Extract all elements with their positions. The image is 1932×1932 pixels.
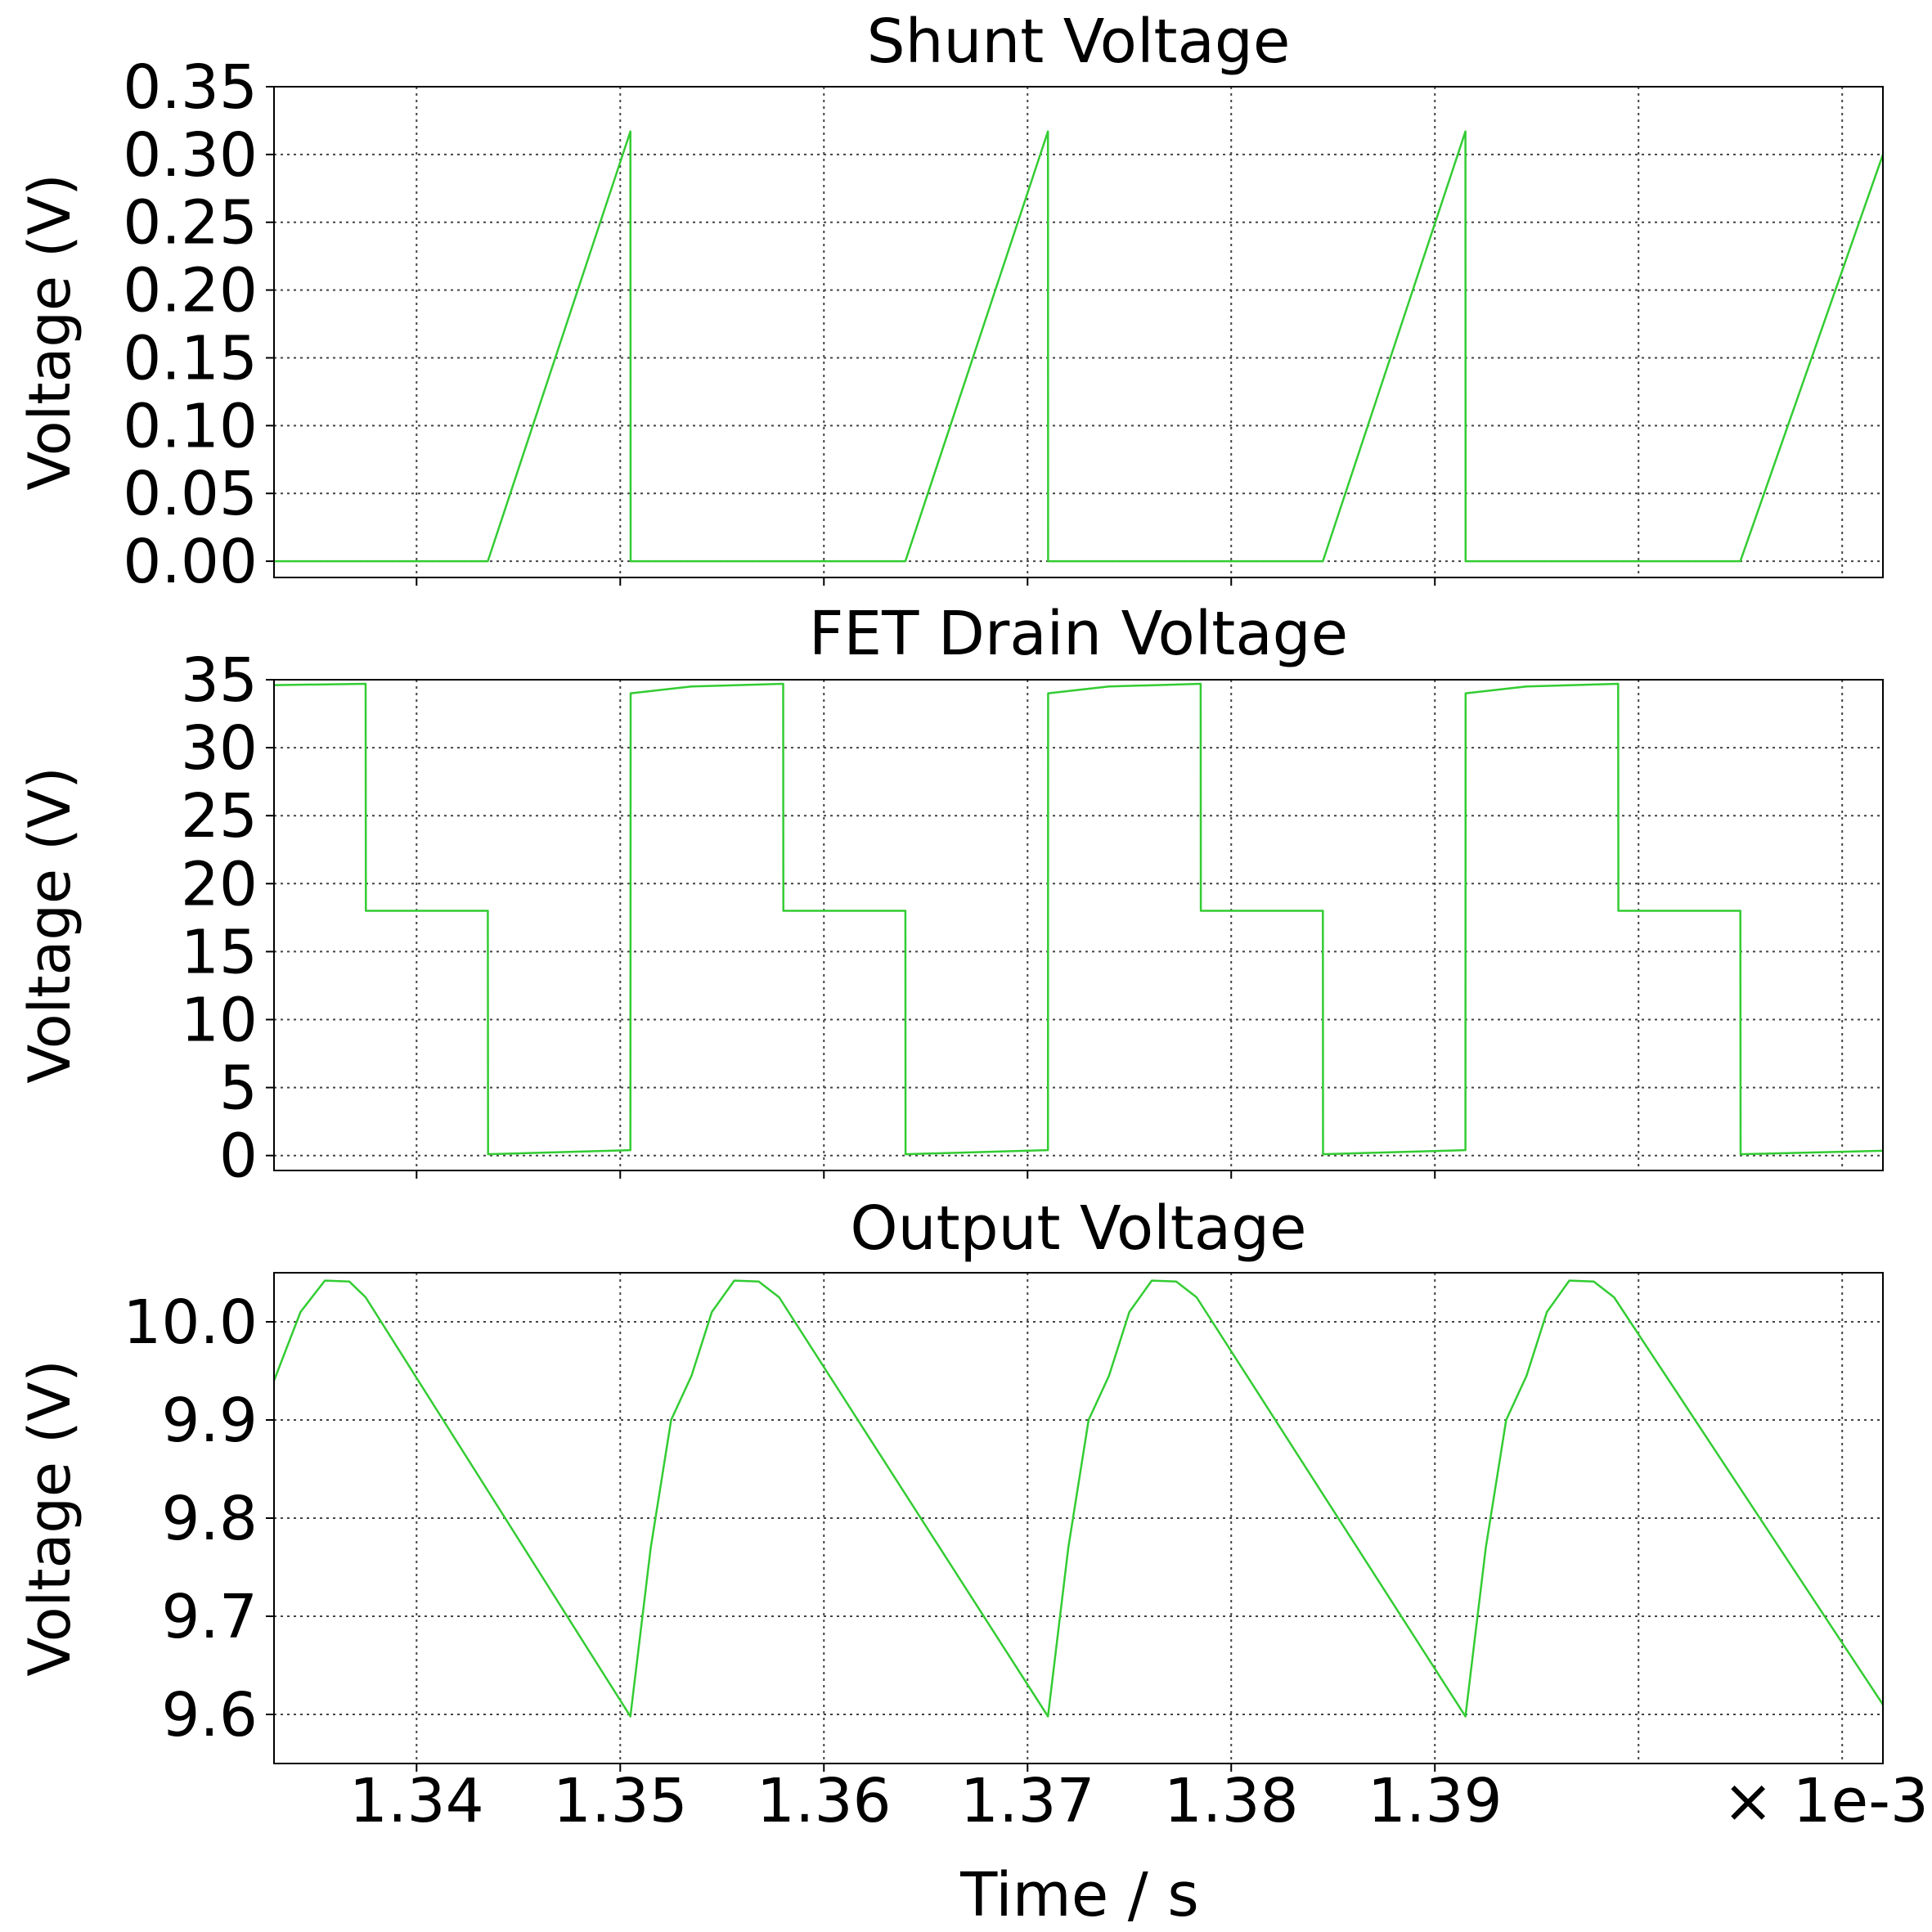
y-axis-label: Voltage (V): [16, 173, 83, 490]
y-tick-label: 9.8: [161, 1484, 258, 1554]
plot-frame: [273, 1272, 1884, 1764]
plot-frame: [273, 86, 1884, 578]
y-tick-label: 5: [219, 1054, 258, 1124]
chart-title: FET Drain Voltage: [809, 599, 1348, 669]
x-tick-label: 1.36: [757, 1766, 892, 1836]
y-tick-label: 0.20: [123, 256, 258, 326]
x-tick-label: 1.38: [1164, 1766, 1299, 1836]
y-tick-label: 0.35: [123, 52, 258, 123]
x-tick-label: 1.39: [1368, 1766, 1503, 1836]
x-tick-label: 1.34: [349, 1766, 484, 1836]
y-tick-label: 0.25: [123, 188, 258, 258]
y-tick-label: 0.00: [123, 527, 258, 597]
panels: Shunt Voltage0.000.050.100.150.200.250.3…: [16, 7, 1885, 1772]
y-tick-label: 0.10: [123, 391, 258, 461]
series-line: [274, 130, 1885, 563]
y-tick-label: 10: [181, 986, 258, 1056]
x-axis: 1.34 1.35 1.36 1.37 1.38 1.39 × 1e-3 Time / s: [349, 1766, 1929, 1930]
series-line: [272, 1279, 1885, 1718]
y-tick-label: 9.9: [161, 1386, 258, 1456]
y-tick-label: 35: [181, 645, 258, 716]
x-tick-label: 1.37: [960, 1766, 1095, 1836]
y-tick-label: 20: [181, 849, 258, 919]
chart-panel-3: Output Voltage 9.6 9.7 9.8 9.9 10.0 Voltage (V…: [16, 1193, 1885, 1772]
y-tick-label: 9.6: [161, 1680, 258, 1750]
y-axis-label: Voltage (V): [16, 1359, 83, 1676]
plot-frame: [273, 679, 1884, 1171]
x-tick-labels: 1.34 1.35 1.36 1.37 1.38 1.39: [349, 1766, 1503, 1836]
chart-title: Output Voltage: [850, 1193, 1306, 1264]
y-tick-label: 0.05: [123, 459, 258, 529]
chart-title: Shunt Voltage: [867, 7, 1291, 77]
y-tick-label: 15: [181, 917, 258, 987]
y-tick-label: 25: [181, 781, 258, 851]
x-axis-label: Time / s: [959, 1860, 1199, 1930]
series-line: [273, 682, 1884, 1156]
y-tick-label: 0: [219, 1121, 258, 1192]
y-axis-label: Voltage (V): [16, 766, 83, 1083]
y-tick-label: 0.30: [123, 120, 258, 191]
y-tick-label: 10.0: [123, 1287, 258, 1358]
y-tick-label: 30: [181, 713, 258, 784]
chart-panel-1: Shunt Voltage0.000.050.100.150.200.250.3…: [16, 7, 1885, 597]
y-tick-label: 0.15: [123, 323, 258, 393]
x-tick-label: 1.35: [553, 1766, 688, 1836]
x-offset-text: × 1e-3: [1723, 1766, 1929, 1836]
y-tick-label: 9.7: [161, 1582, 258, 1652]
